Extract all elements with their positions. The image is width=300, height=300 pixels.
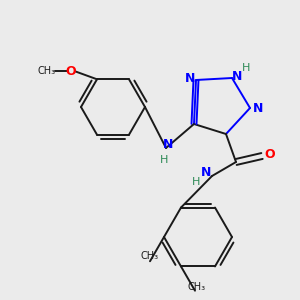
Text: O: O xyxy=(66,65,76,78)
Text: N: N xyxy=(163,137,173,151)
Text: H: H xyxy=(160,155,168,165)
Text: N: N xyxy=(201,166,211,178)
Text: O: O xyxy=(265,148,275,161)
Text: H: H xyxy=(192,177,200,187)
Text: H: H xyxy=(242,63,250,73)
Text: CH₃: CH₃ xyxy=(188,282,206,292)
Text: CH₃: CH₃ xyxy=(38,66,56,76)
Text: N: N xyxy=(232,70,242,83)
Text: N: N xyxy=(185,73,195,85)
Text: N: N xyxy=(253,101,263,115)
Text: CH₃: CH₃ xyxy=(141,251,159,261)
